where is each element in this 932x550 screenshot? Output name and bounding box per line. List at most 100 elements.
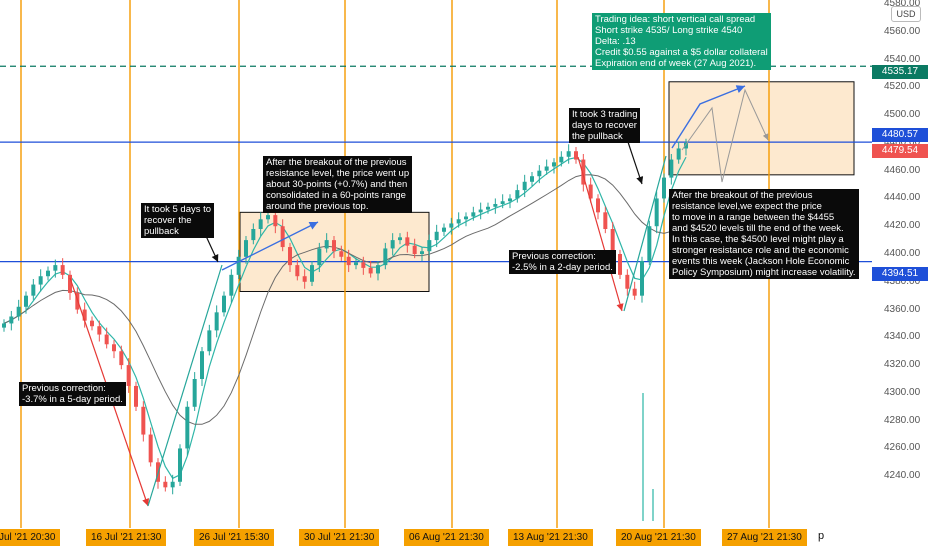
breakout-history-note: After the breakout of the previous resis… bbox=[263, 156, 413, 213]
candle-body bbox=[185, 406, 190, 449]
candle-body bbox=[38, 276, 43, 285]
candle-body bbox=[324, 240, 329, 249]
candle-body bbox=[266, 215, 270, 220]
candle-body bbox=[574, 151, 578, 160]
pointer-arrow bbox=[627, 141, 644, 185]
correction-2day-note: Previous correction: -2.5% in a 2-day pe… bbox=[509, 250, 616, 274]
candle-body bbox=[676, 148, 681, 160]
forecast-arrow bbox=[671, 85, 746, 149]
y-tick-label: 4380.00 bbox=[884, 275, 921, 287]
candle-body bbox=[31, 284, 36, 296]
candle-body bbox=[515, 190, 520, 199]
candle-body bbox=[669, 159, 674, 178]
trade-idea-note: Trading idea: short vertical call spread… bbox=[592, 13, 771, 70]
candle-body bbox=[317, 248, 322, 266]
candle-body bbox=[544, 166, 549, 171]
y-tick-label: 4320.00 bbox=[884, 359, 921, 371]
candle-body bbox=[640, 260, 644, 296]
candle-body bbox=[596, 198, 600, 213]
y-tick-label: 4240.00 bbox=[884, 470, 921, 482]
y-tick-label: 4560.00 bbox=[884, 25, 921, 37]
range-boxes bbox=[239, 81, 855, 292]
candle-body bbox=[126, 365, 131, 386]
candle-body bbox=[508, 198, 512, 202]
forecast-box bbox=[668, 81, 855, 176]
candle-body bbox=[200, 351, 204, 379]
candle-body bbox=[214, 312, 219, 331]
candle-body bbox=[376, 265, 380, 274]
candle-body bbox=[288, 247, 292, 266]
y-tick-label: 4360.00 bbox=[884, 303, 921, 315]
y-tick-label: 4260.00 bbox=[884, 442, 921, 454]
correction-arrow bbox=[577, 156, 624, 312]
candle-body bbox=[493, 204, 498, 207]
volume-bar bbox=[642, 393, 644, 521]
x-tick-label: Jul '21 20:30 bbox=[0, 529, 61, 546]
candle-body bbox=[478, 209, 483, 213]
candle-body bbox=[163, 481, 168, 488]
annotation-arrows bbox=[69, 85, 769, 507]
y-tick-label: 4580.00 bbox=[884, 0, 921, 9]
candle-body bbox=[258, 219, 263, 229]
volume-bar bbox=[652, 489, 654, 521]
currency-badge[interactable]: USD bbox=[891, 6, 921, 22]
candle-body bbox=[434, 231, 439, 241]
x-tick-label: 27 Aug '21 21:30 bbox=[722, 529, 807, 546]
x-tick-label: 26 Jul '21 15:30 bbox=[194, 529, 275, 546]
candle-body bbox=[618, 254, 622, 275]
x-tick-label: 16 Jul '21 21:30 bbox=[86, 529, 167, 546]
candle-body bbox=[170, 481, 175, 488]
forecast-path bbox=[681, 88, 769, 183]
last-price-tag: 4479.54 bbox=[872, 144, 928, 158]
candle-body bbox=[302, 276, 307, 282]
y-tick-label: 4500.00 bbox=[884, 109, 921, 121]
candle-body bbox=[339, 251, 344, 257]
y-tick-label: 4440.00 bbox=[884, 192, 921, 204]
target-price-tag: 4535.17 bbox=[872, 65, 928, 79]
candle-body bbox=[9, 316, 14, 324]
moving-averages bbox=[3, 156, 687, 480]
recovery-line bbox=[147, 264, 223, 507]
candles bbox=[2, 138, 688, 495]
y-tick-label: 4300.00 bbox=[884, 386, 921, 398]
candle-body bbox=[60, 265, 65, 275]
candle-body bbox=[68, 274, 72, 293]
candle-body bbox=[148, 434, 153, 463]
slow-ma-line bbox=[3, 174, 687, 425]
candle-body bbox=[559, 156, 564, 163]
candle-body bbox=[178, 448, 182, 482]
x-tick-label: 13 Aug '21 21:30 bbox=[508, 529, 593, 546]
candle-body bbox=[625, 274, 630, 289]
candle-body bbox=[420, 251, 424, 254]
candle-body bbox=[82, 309, 87, 321]
recovery-line bbox=[623, 155, 667, 312]
candle-body bbox=[449, 223, 454, 228]
correction-5day-note: Previous correction: -3.7% in a 5-day pe… bbox=[19, 382, 126, 406]
candle-body bbox=[104, 334, 109, 345]
recover-5days-note: It took 5 days to recover the pullback bbox=[141, 203, 215, 238]
candle-body bbox=[361, 262, 366, 268]
candle-body bbox=[610, 229, 615, 254]
volume-bars bbox=[642, 393, 654, 521]
candle-body bbox=[332, 240, 336, 252]
breakout-forecast-note: After the breakout of the previous resis… bbox=[669, 189, 859, 279]
breakout-arrow bbox=[221, 221, 319, 271]
candle-body bbox=[398, 237, 402, 241]
y-tick-label: 4480.00 bbox=[884, 136, 921, 148]
candle-body bbox=[97, 326, 102, 335]
candle-body bbox=[90, 320, 94, 327]
candle-body bbox=[405, 237, 410, 246]
candle-body bbox=[632, 288, 637, 296]
candle-body bbox=[236, 256, 241, 275]
candle-body bbox=[581, 159, 586, 185]
candle-body bbox=[273, 215, 278, 227]
candle-body bbox=[552, 162, 556, 167]
candle-body bbox=[566, 151, 571, 157]
y-tick-label: 4340.00 bbox=[884, 331, 921, 343]
candle-body bbox=[500, 201, 505, 204]
x-axis-suffix: p bbox=[818, 530, 825, 542]
candle-body bbox=[486, 206, 490, 210]
y-tick-label: 4280.00 bbox=[884, 414, 921, 426]
candle-body bbox=[251, 229, 256, 241]
